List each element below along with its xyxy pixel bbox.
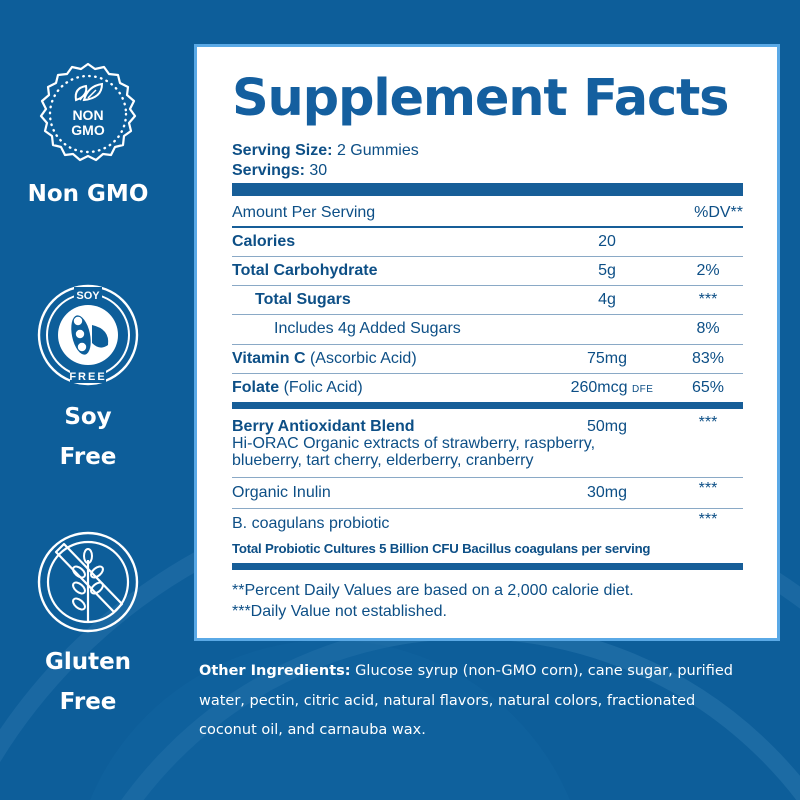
divider-bar-top	[232, 183, 743, 196]
blend-description: Hi-ORAC Organic extracts of strawberry, …	[232, 435, 743, 469]
row-name: Includes 4g Added Sugars	[274, 320, 461, 337]
table-row: Total Sugars 4g ***	[232, 286, 743, 314]
row-name-bold: Folate	[232, 379, 280, 396]
table-row: Total Carbohydrate 5g 2%	[232, 257, 743, 285]
servings-label: Servings:	[232, 162, 305, 179]
gluten-label-line2: Free	[59, 689, 117, 715]
divider	[232, 285, 743, 286]
blend-description-line1: Hi-ORAC Organic extracts of strawberry, …	[232, 435, 596, 452]
inulin-name: Organic Inulin	[232, 484, 331, 501]
row-name: Calories	[232, 233, 296, 250]
serving-size-value: 2 Gummies	[336, 142, 419, 159]
row-name-bold: Vitamin C	[232, 350, 306, 367]
svg-text:GMO: GMO	[71, 122, 105, 138]
table-row: Vitamin C (Ascorbic Acid) 75mg 83%	[232, 345, 743, 373]
footnote-not-established: ***Daily Value not established.	[232, 603, 447, 620]
probiotic-row: B. coagulans probiotic ***	[232, 510, 743, 538]
svg-text:SOY: SOY	[76, 290, 100, 302]
row-dv: 2%	[696, 262, 720, 279]
svg-text:FREE: FREE	[69, 371, 106, 383]
row-amount: 260mcg DFE	[542, 374, 682, 404]
divider	[232, 314, 743, 315]
divider	[232, 256, 743, 257]
divider	[232, 477, 743, 478]
blend-amount: 50mg	[586, 418, 628, 435]
gluten-label: Gluten Free	[0, 642, 176, 722]
row-name: Total Carbohydrate	[232, 262, 378, 279]
row-dv: 65%	[691, 379, 725, 396]
divider	[232, 344, 743, 345]
table-row: Calories 20	[232, 228, 743, 256]
table-row: Folate (Folic Acid) 260mcg DFE 65%	[232, 374, 743, 402]
servings-value: 30	[309, 162, 328, 179]
serving-info: Serving Size: 2 Gummies Servings: 30	[232, 141, 419, 181]
soy-free-icon: SOY FREE	[37, 284, 139, 386]
divider	[232, 373, 743, 374]
row-name: Vitamin C (Ascorbic Acid)	[232, 345, 417, 373]
svg-text:NON: NON	[72, 107, 103, 123]
other-ingredients-line3: coconut oil, and carnauba wax.	[199, 722, 426, 738]
probiotic-dv: ***	[698, 511, 718, 528]
row-amount: 20	[598, 233, 616, 250]
row-amount: 4g	[598, 291, 616, 308]
serving-size-label: Serving Size:	[232, 142, 333, 159]
header-row: Amount Per Serving %DV**	[232, 199, 743, 227]
amount-per-serving-header: Amount Per Serving	[232, 204, 376, 221]
facts-title: Supplement Facts	[232, 69, 730, 128]
row-dv: 83%	[691, 350, 725, 367]
non-gmo-seal-icon: NON GMO	[39, 62, 137, 162]
blend-dv: ***	[698, 414, 718, 431]
soy-label-line2: Free	[59, 444, 117, 470]
row-amount-value: 260mcg	[570, 379, 628, 396]
row-amount-unit: DFE	[631, 384, 654, 395]
other-ingredients-line1: Glucose syrup (non-GMO corn), cane sugar…	[350, 663, 733, 679]
row-name-detail: (Ascorbic Acid)	[309, 350, 417, 367]
blend-name: Berry Antioxidant Blend	[232, 418, 415, 435]
row-amount: 75mg	[586, 350, 628, 367]
other-ingredients-label: Other Ingredients:	[199, 663, 351, 679]
non-gmo-badge: NON GMO Non GMO	[0, 62, 176, 214]
soy-label: Soy Free	[0, 397, 176, 477]
probiotic-name: B. coagulans probiotic	[232, 515, 390, 532]
row-name: Total Sugars	[255, 291, 351, 308]
dv-header: %DV**	[694, 204, 743, 221]
supplement-facts-panel: Supplement Facts Serving Size: 2 Gummies…	[194, 44, 780, 641]
footnote-dv: **Percent Daily Values are based on a 2,…	[232, 582, 634, 599]
row-name: Folate (Folic Acid)	[232, 374, 363, 402]
row-dv: 8%	[696, 320, 720, 337]
blend-description-line2: blueberry, tart cherry, elderberry, cran…	[232, 452, 534, 469]
divider-header	[232, 226, 743, 228]
non-gmo-label: Non GMO	[27, 181, 149, 207]
total-cultures-text: Total Probiotic Cultures 5 Billion CFU B…	[232, 541, 651, 556]
inulin-row: Organic Inulin 30mg ***	[232, 479, 743, 507]
other-ingredients: Other Ingredients: Glucose syrup (non-GM…	[199, 657, 779, 746]
gluten-free-badge: Gluten Free	[0, 530, 176, 722]
inulin-amount: 30mg	[586, 484, 628, 501]
soy-free-badge: SOY FREE Soy Free	[0, 283, 176, 477]
row-dv: ***	[698, 291, 718, 308]
blend-row: Berry Antioxidant Blend 50mg ***	[232, 413, 743, 441]
other-ingredients-line2: water, pectin, citric acid, natural flav…	[199, 692, 696, 709]
divider	[232, 508, 743, 509]
gluten-label-line1: Gluten	[44, 649, 132, 675]
table-row: Includes 4g Added Sugars 8%	[232, 315, 743, 343]
soy-label-line1: Soy	[64, 404, 112, 430]
gluten-free-icon	[37, 531, 139, 633]
inulin-dv: ***	[698, 480, 718, 497]
row-name-detail: (Folic Acid)	[283, 379, 363, 396]
divider-bar-bottom	[232, 563, 743, 570]
divider-bar-middle	[232, 402, 743, 409]
row-amount: 5g	[598, 262, 616, 279]
